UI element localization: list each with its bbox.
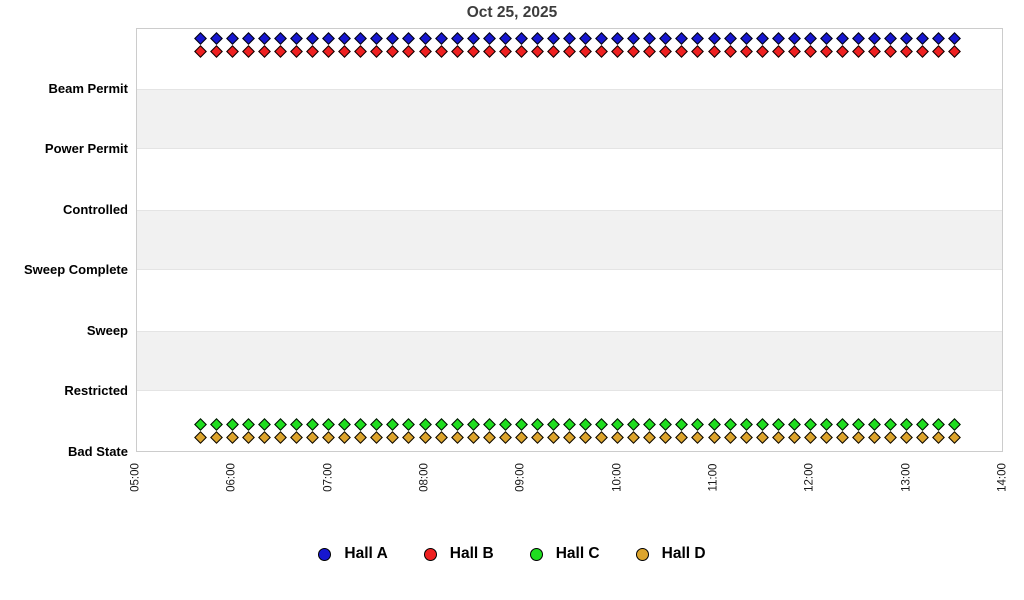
plot-area [136, 28, 1003, 452]
legend-marker-hall-b-icon [423, 547, 437, 561]
band-sweep-complete [136, 209, 1003, 271]
legend-item-hall-a: Hall A [318, 545, 388, 563]
x-axis-tick-0800: 08:00 [418, 463, 431, 492]
legend-marker-hall-a-icon [318, 547, 332, 561]
band-controlled [136, 149, 1003, 210]
x-axis-tick-1100: 11:00 [707, 463, 720, 492]
legend-marker-hall-d-icon [635, 547, 649, 561]
chart-title: Oct 25, 2025 [466, 4, 558, 21]
legend-marker-hall-c-icon [529, 547, 543, 561]
legend-label-hall-c: Hall C [555, 545, 600, 562]
legend-item-hall-d: Hall D [635, 545, 706, 563]
band-sweep [136, 270, 1003, 331]
legend: Hall A Hall B Hall C Hall D [0, 545, 1024, 563]
x-axis-tick-0700: 07:00 [322, 463, 335, 492]
x-axis-tick-1400: 14:00 [996, 463, 1009, 492]
y-axis-label-sweep-complete: Sweep Complete [23, 262, 128, 278]
y-axis-label-power-permit: Power Permit [44, 141, 128, 157]
x-axis-tick-0900: 09:00 [514, 463, 527, 492]
y-axis-label-bad-state: Bad State [68, 444, 128, 459]
band-power-permit [136, 88, 1003, 150]
x-axis-tick-1000: 10:00 [611, 463, 624, 492]
y-axis-label-controlled: Controlled [63, 201, 128, 217]
legend-item-hall-c: Hall C [529, 545, 600, 563]
legend-label-hall-b: Hall B [449, 545, 494, 562]
y-axis-label-sweep: Sweep [86, 322, 128, 338]
band-restricted [136, 330, 1003, 392]
x-axis-tick-1300: 13:00 [900, 463, 913, 492]
legend-item-hall-b: Hall B [423, 545, 494, 563]
x-axis-tick-0500: 05:00 [129, 463, 142, 492]
legend-label-hall-d: Hall D [661, 545, 706, 562]
x-axis-tick-0600: 06:00 [225, 463, 238, 492]
legend-label-hall-a: Hall A [344, 545, 388, 562]
y-axis-label-restricted: Restricted [64, 383, 128, 399]
y-axis-label-beam-permit: Beam Permit [48, 80, 128, 96]
x-axis-tick-1200: 12:00 [803, 463, 816, 492]
